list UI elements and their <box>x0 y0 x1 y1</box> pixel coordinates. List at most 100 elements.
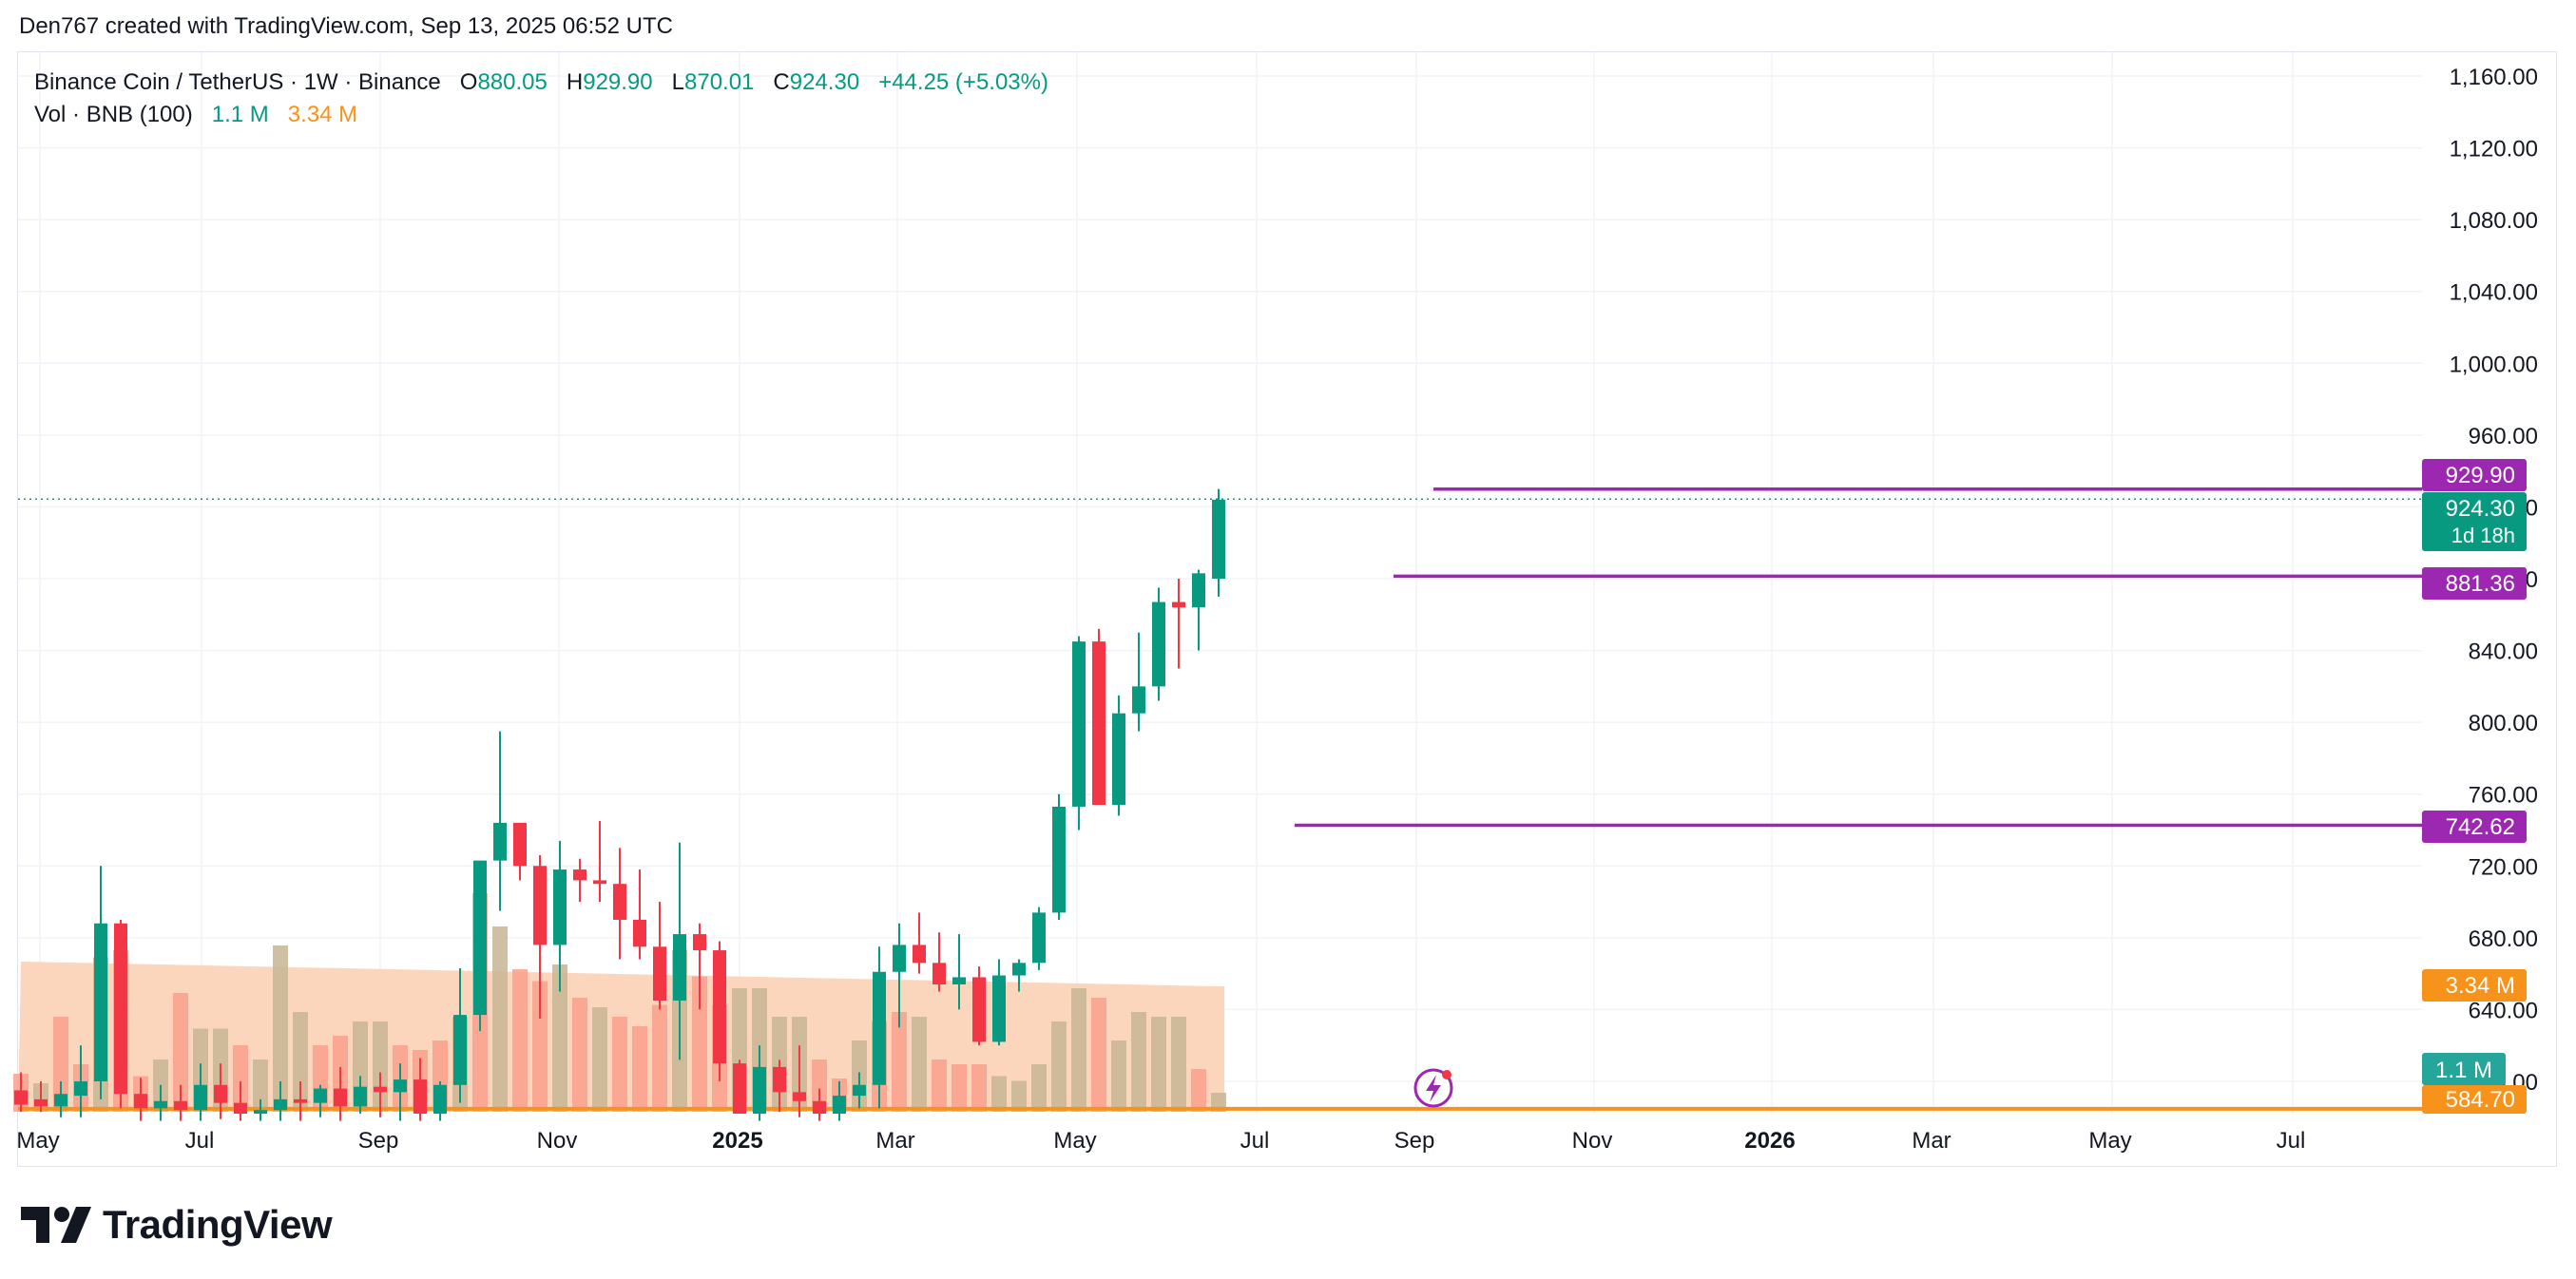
price-axis-label: 1,040.00 <box>2450 280 2538 306</box>
candle-body <box>94 923 107 1081</box>
candle-body <box>793 1092 806 1101</box>
time-axis-label: Nov <box>1572 1128 1613 1154</box>
candle-body <box>334 1088 347 1107</box>
candle-body <box>294 1098 307 1103</box>
volume-legend-row: Vol · BNB (100) 1.1 M 3.34 M <box>34 99 1048 131</box>
volume-bar <box>912 1017 927 1112</box>
volume-bar <box>632 1026 647 1112</box>
price-axis-label: 960.00 <box>2469 424 2538 449</box>
candle-body <box>234 1102 247 1115</box>
volume-bar <box>293 1012 308 1112</box>
candle-body <box>453 1015 467 1085</box>
tradingview-logo[interactable]: TradingView <box>21 1201 333 1249</box>
candle-body <box>593 880 606 885</box>
volume-bar <box>1171 1017 1186 1112</box>
volume-bar <box>1071 988 1086 1112</box>
candle-body <box>733 1063 746 1115</box>
price-axis-label: 840.00 <box>2469 640 2538 665</box>
candle-body <box>274 1098 287 1111</box>
time-axis-label: 2026 <box>1744 1128 1795 1154</box>
candle-body <box>1132 686 1145 714</box>
candle-body <box>873 971 886 1085</box>
volume-bar <box>1091 998 1106 1112</box>
candle-body <box>413 1079 427 1115</box>
last-price-tag: 924.30 <box>2446 496 2515 522</box>
level-tag-584: 584.70 <box>2446 1087 2515 1113</box>
close-value: 924.30 <box>789 69 860 95</box>
level-tag-881: 881.36 <box>2446 571 2515 597</box>
price-axis-label: 680.00 <box>2469 926 2538 952</box>
open-label: O <box>459 69 478 95</box>
time-axis-label: Mar <box>1912 1128 1951 1154</box>
candle-body <box>992 975 1006 1042</box>
candle-body <box>254 1110 267 1115</box>
candle-body <box>932 963 946 984</box>
price-axis-label: 640.00 <box>2469 998 2538 1023</box>
candle-body <box>753 1066 766 1115</box>
candle-body <box>34 1098 48 1107</box>
open-value: 880.05 <box>477 69 548 95</box>
candle-body <box>972 977 986 1042</box>
time-axis-label: Jul <box>2277 1128 2306 1154</box>
candle-body <box>374 1086 387 1093</box>
level-tag-929-bg <box>2422 459 2527 491</box>
volume-bar <box>1131 1012 1146 1112</box>
candle-body <box>673 934 686 1001</box>
symbol-title[interactable]: Binance Coin / TetherUS · 1W · Binance <box>34 69 441 95</box>
candle-body <box>493 822 507 861</box>
volume-bar <box>552 964 567 1112</box>
candle-body <box>74 1081 87 1097</box>
time-axis-label: Jul <box>1240 1128 1270 1154</box>
time-axis-label: May <box>16 1128 59 1154</box>
candle-body <box>773 1066 786 1093</box>
volume-bar <box>233 1045 248 1112</box>
candle-body <box>1092 641 1105 806</box>
price-axis-label: 1,120.00 <box>2450 137 2538 162</box>
candle-body <box>1192 573 1205 608</box>
candle-body <box>713 950 726 1064</box>
volume-bar <box>1191 1069 1206 1112</box>
ohlc-legend-row: Binance Coin / TetherUS · 1W · Binance O… <box>34 67 1048 99</box>
candle-body <box>1152 601 1165 687</box>
candle-body <box>633 919 646 947</box>
volume-ma-tag-bg <box>2422 969 2527 1002</box>
low-label: L <box>671 69 684 95</box>
candle-body <box>553 869 567 945</box>
price-axis-label: 760.00 <box>2469 783 2538 809</box>
time-axis-label: May <box>2088 1128 2131 1154</box>
chart-frame[interactable] <box>17 51 2557 1167</box>
candle-body <box>14 1090 28 1105</box>
time-axis-label: Sep <box>358 1128 399 1154</box>
candle-body <box>1112 713 1125 806</box>
candle-body <box>833 1096 846 1115</box>
candle-body <box>1052 806 1066 913</box>
candle-body <box>1172 601 1185 608</box>
candle-body <box>214 1084 227 1103</box>
volume-bar <box>1011 1080 1027 1112</box>
candle-body <box>952 977 966 984</box>
price-axis-label: 720.00 <box>2469 854 2538 880</box>
volume-bar <box>952 1064 967 1112</box>
candle-body <box>194 1084 207 1111</box>
candle-body <box>613 884 626 920</box>
level-tag-929: 929.90 <box>2446 463 2515 488</box>
volume-tag-bg <box>2422 1053 2506 1085</box>
price-axis-label: 1,080.00 <box>2450 208 2538 234</box>
time-axis-label: Mar <box>875 1128 914 1154</box>
volume-bar <box>532 981 548 1112</box>
volume-ma-value: 3.34 M <box>287 102 358 127</box>
volume-bar <box>492 926 508 1112</box>
change-value: +44.25 (+5.03%) <box>878 69 1048 95</box>
volume-bar <box>1051 1021 1067 1112</box>
candle-body <box>433 1084 447 1115</box>
volume-bar <box>971 1064 987 1112</box>
volume-bar <box>1031 1064 1047 1112</box>
volume-bar <box>812 1059 827 1112</box>
volume-bar <box>592 1007 607 1112</box>
volume-bar <box>652 1004 667 1112</box>
chart-legend: Binance Coin / TetherUS · 1W · Binance O… <box>34 67 1048 131</box>
time-axis-label: Nov <box>537 1128 578 1154</box>
volume-label[interactable]: Vol · BNB (100) <box>34 102 193 127</box>
high-label: H <box>566 69 584 95</box>
